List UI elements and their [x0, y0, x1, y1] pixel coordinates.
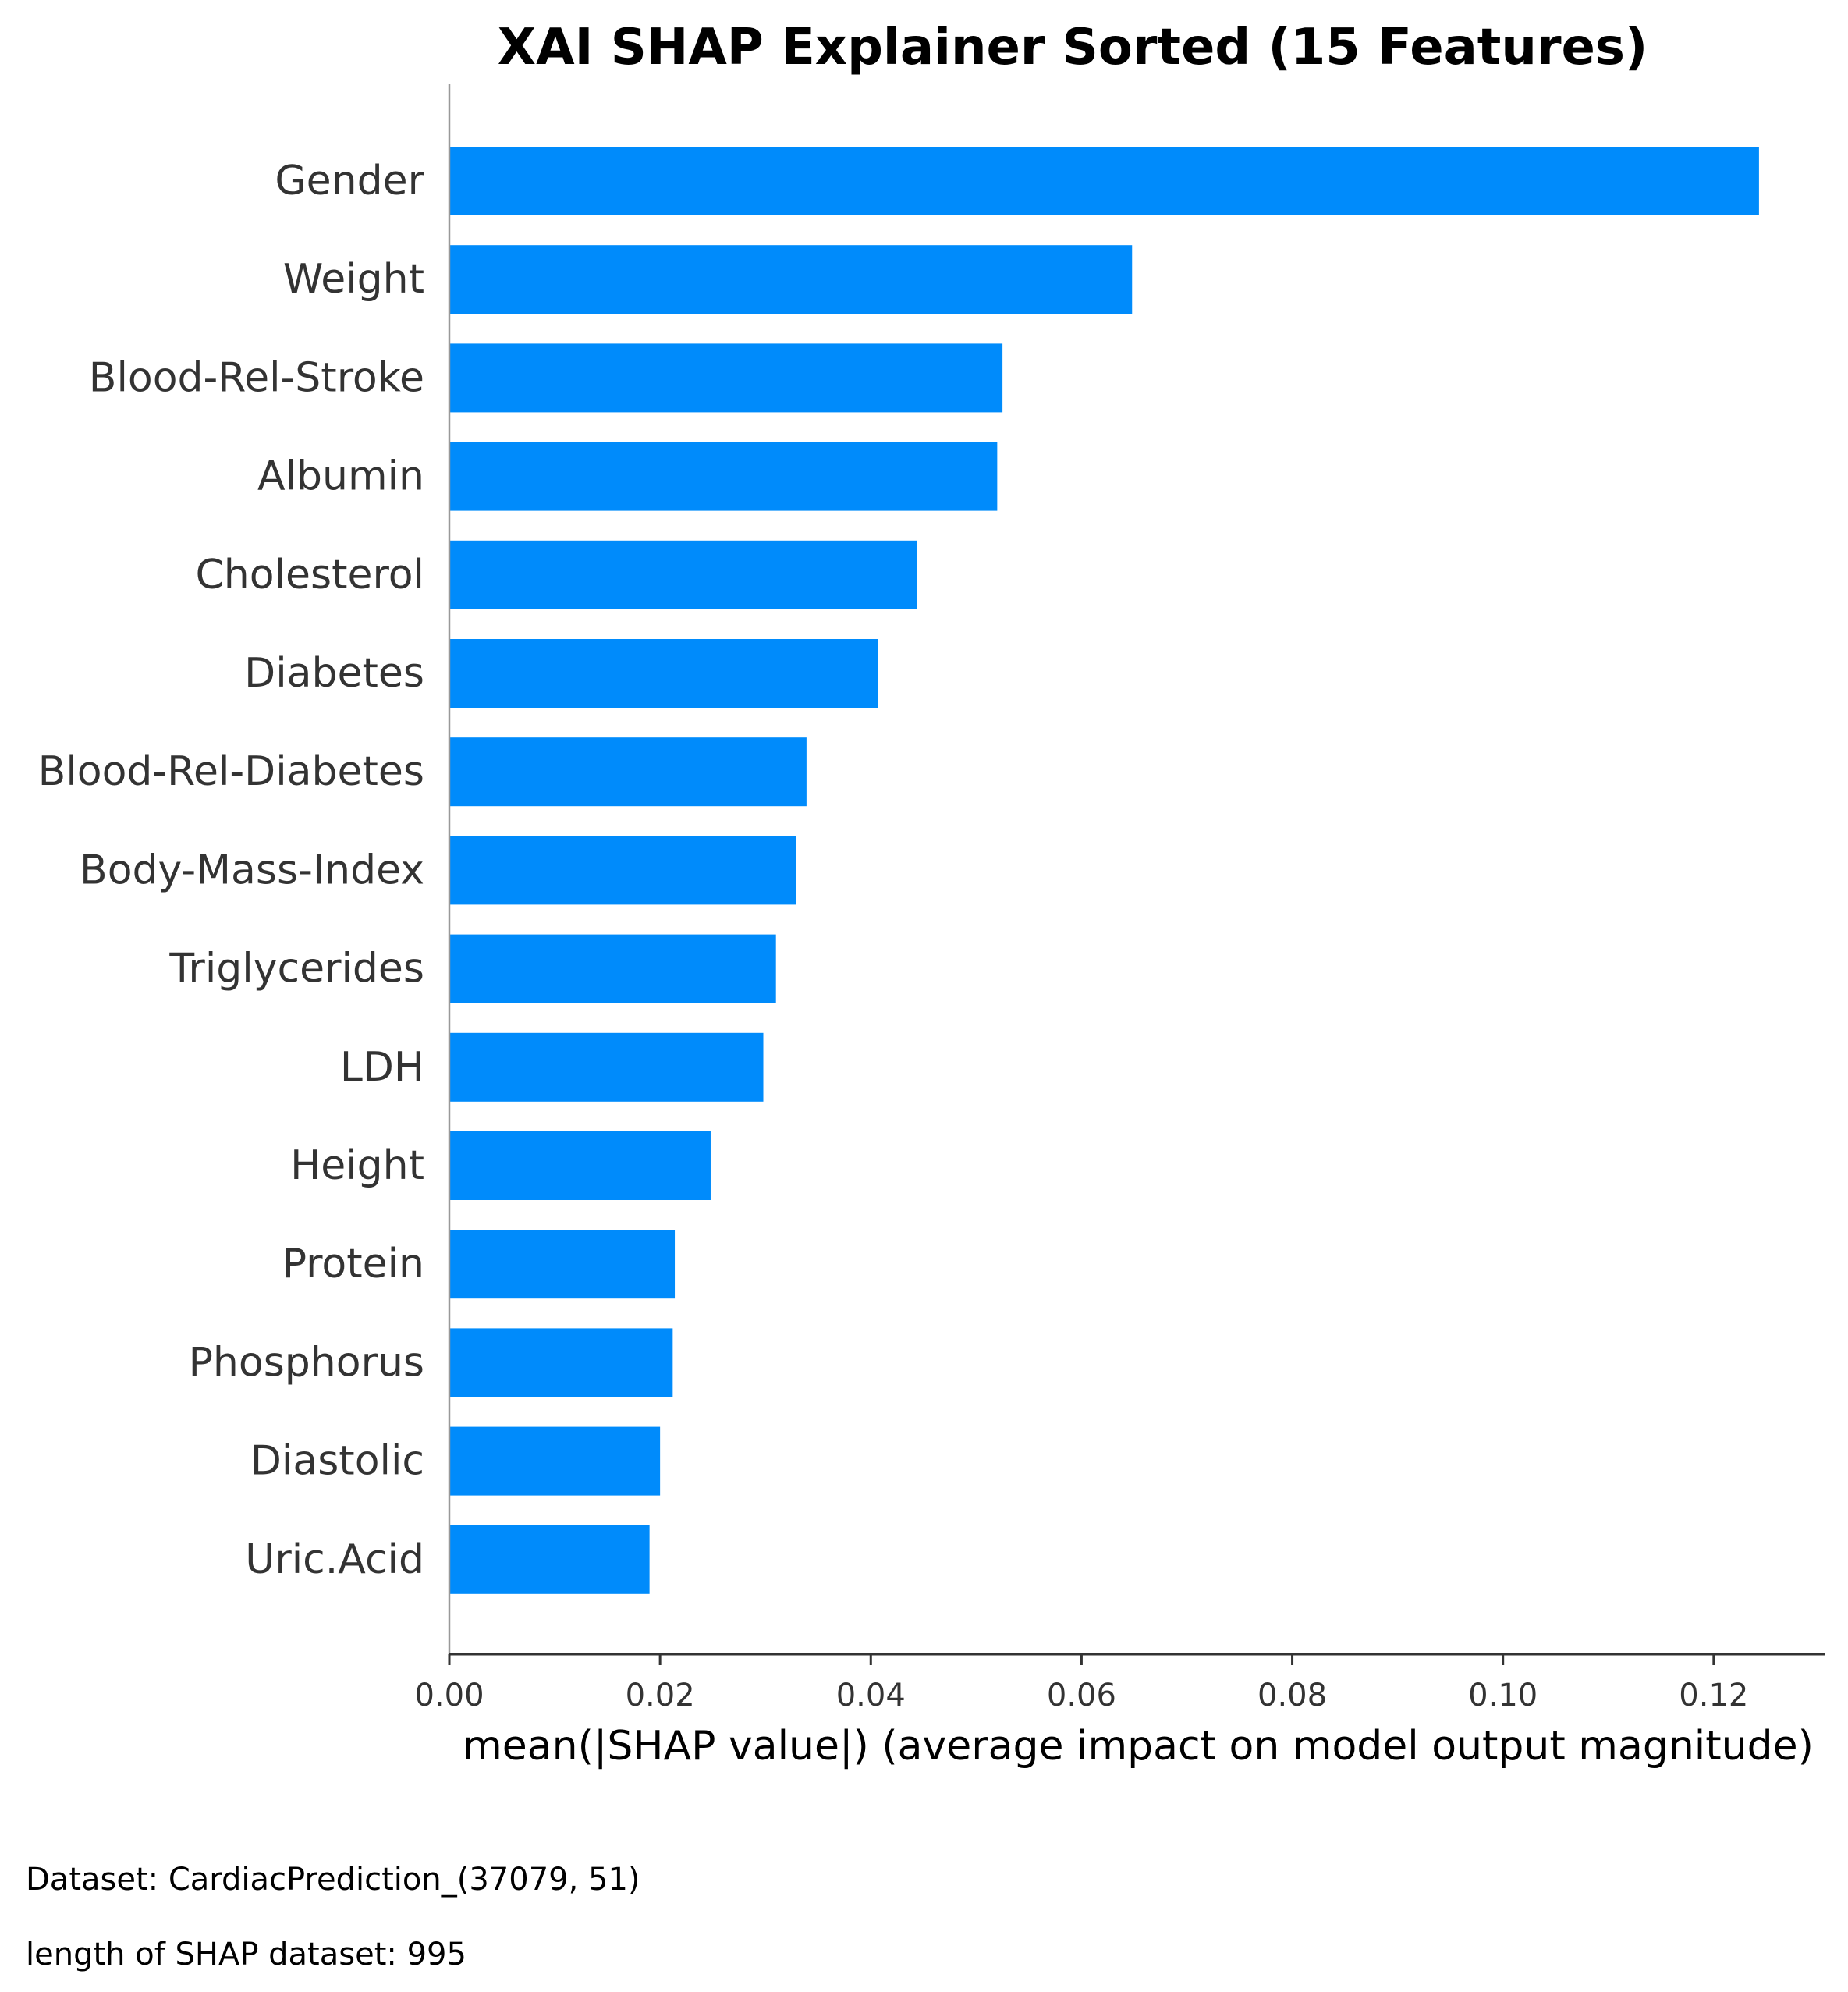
bar-cholesterol	[449, 540, 917, 609]
chart-title: XAI SHAP Explainer Sorted (15 Features)	[498, 19, 1648, 76]
feature-label: Albumin	[257, 453, 424, 500]
bar-phosphorus	[449, 1328, 673, 1397]
feature-label: Cholesterol	[196, 552, 425, 598]
x-tick-label: 0.04	[836, 1678, 906, 1713]
feature-label: Phosphorus	[189, 1339, 424, 1386]
bar-uric-acid	[449, 1525, 650, 1594]
feature-label: Body-Mass-Index	[80, 847, 424, 893]
bar-diastolic	[449, 1426, 661, 1496]
feature-label: Diabetes	[244, 650, 424, 697]
x-tick-label: 0.08	[1257, 1678, 1327, 1713]
bars-group	[449, 147, 1759, 1594]
feature-label: Gender	[275, 158, 424, 204]
feature-label: Height	[290, 1142, 424, 1189]
feature-labels-group: Gender Weight Blood-Rel-Stroke Albumin Chole…	[38, 158, 425, 1583]
footnote-dataset: Dataset: CardiacPrediction_(37079, 51)	[26, 1862, 640, 1898]
bar-body-mass-index	[449, 836, 796, 905]
bar-blood-rel-stroke	[449, 343, 1003, 413]
feature-label: Triglycerides	[168, 946, 424, 992]
bar-albumin	[449, 442, 998, 511]
bar-diabetes	[449, 639, 878, 708]
bar-weight	[449, 245, 1133, 314]
feature-label: LDH	[340, 1044, 424, 1091]
feature-label: Blood-Rel-Stroke	[89, 354, 424, 401]
x-tick-label: 0.02	[626, 1678, 695, 1713]
bar-height	[449, 1131, 711, 1200]
footnote-length: length of SHAP dataset: 995	[26, 1937, 466, 1972]
x-tick-label: 0.00	[414, 1678, 484, 1713]
feature-label: Diastolic	[250, 1438, 424, 1485]
x-ticks-group: 0.00 0.02 0.04 0.06 0.08 0.10 0.12	[414, 1654, 1748, 1713]
bar-gender	[449, 147, 1759, 215]
feature-label: Uric.Acid	[245, 1536, 424, 1583]
bar-protein	[449, 1230, 676, 1299]
bar-blood-rel-diabetes	[449, 737, 807, 807]
bar-triglycerides	[449, 934, 776, 1003]
x-tick-label: 0.12	[1679, 1678, 1748, 1713]
bar-ldh	[449, 1032, 764, 1102]
feature-label: Weight	[283, 256, 424, 303]
x-tick-label: 0.10	[1468, 1678, 1538, 1713]
x-tick-label: 0.06	[1047, 1678, 1116, 1713]
x-axis-label: mean(|SHAP value|) (average impact on mo…	[463, 1723, 1814, 1770]
feature-label: Protein	[282, 1241, 424, 1287]
feature-label: Blood-Rel-Diabetes	[38, 748, 424, 795]
